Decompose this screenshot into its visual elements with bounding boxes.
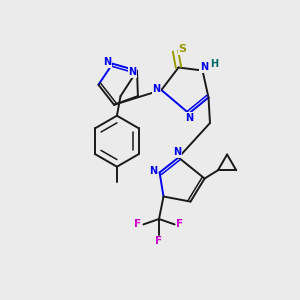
Text: N: N: [128, 67, 136, 77]
Text: N: N: [185, 113, 193, 123]
Text: F: F: [134, 219, 142, 230]
Text: N: N: [173, 147, 181, 157]
Text: F: F: [176, 219, 184, 230]
Text: N: N: [152, 84, 161, 94]
Text: N: N: [149, 166, 157, 176]
Text: N: N: [200, 62, 208, 73]
Text: F: F: [155, 236, 163, 246]
Text: S: S: [178, 44, 186, 55]
Text: N: N: [103, 57, 111, 67]
Text: H: H: [210, 59, 218, 69]
